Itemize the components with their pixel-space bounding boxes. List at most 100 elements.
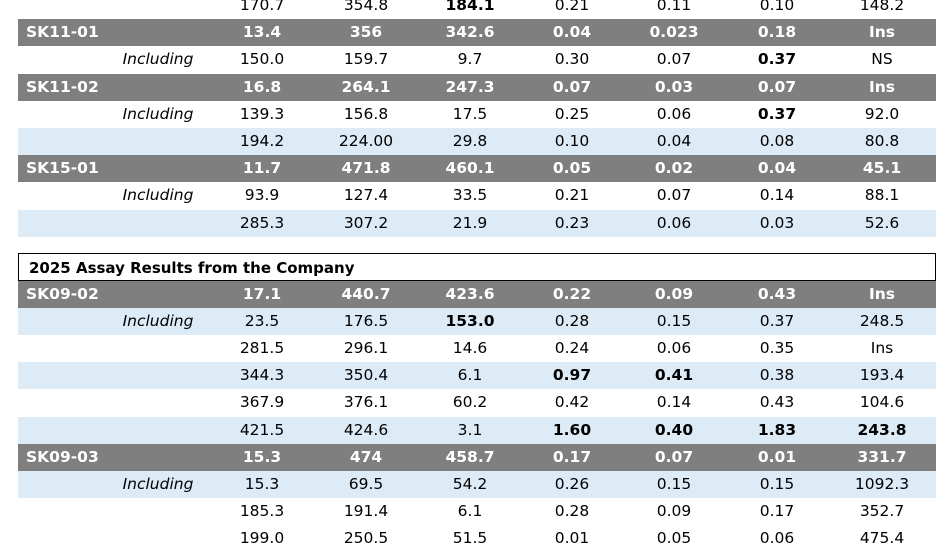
grade-a-cell: 0.97: [552, 366, 592, 385]
hole-header-row: SK09-03 15.3 474 458.7 0.17 0.07 0.01 331.7: [18, 443, 936, 471]
hole-id-cell: [18, 389, 106, 416]
interval-cell: 9.7: [457, 50, 483, 69]
qualifier-cell: [106, 0, 210, 19]
grade-c-cell: 0.15: [759, 475, 795, 493]
grade-b-cell: 0.07: [656, 186, 692, 205]
interval-row: Including 93.9 127.4 33.5 0.21 0.07 0.14 88.1: [18, 182, 936, 210]
from-cell: 16.8: [242, 77, 282, 96]
grade-c-cell: 0.14: [759, 186, 795, 205]
hole-id-cell: SK11-02: [26, 77, 99, 96]
grade-a-cell: 0.21: [554, 0, 590, 14]
from-cell: 344.3: [239, 366, 285, 385]
from-cell: 199.0: [239, 529, 285, 548]
grade-a-cell: 0.22: [552, 284, 592, 303]
grade-b-cell: 0.15: [656, 311, 692, 330]
hole-header-row: SK15-01 11.7 471.8 460.1 0.05 0.02 0.04 45.1: [18, 155, 936, 183]
grade-d-cell: NS: [871, 50, 893, 69]
grade-b-cell: 0.07: [654, 447, 694, 466]
interval-row: Including 15.3 69.5 54.2 0.26 0.15 0.15 1092.3: [18, 471, 936, 499]
from-cell: 13.4: [242, 23, 282, 42]
hole-id-cell: [18, 525, 106, 552]
from-cell: 15.3: [242, 447, 282, 466]
interval-cell: 342.6: [445, 23, 495, 42]
interval-cell: 33.5: [452, 186, 488, 205]
grade-d-cell: 248.5: [859, 311, 905, 330]
qualifier-cell: [106, 417, 210, 444]
grade-c-cell: 0.18: [757, 23, 797, 42]
grade-c-cell: 0.43: [757, 284, 797, 303]
interval-cell: 29.8: [452, 131, 488, 150]
hole-id-cell: [18, 101, 106, 128]
grade-a-cell: 0.25: [554, 104, 590, 123]
grade-d-cell: 45.1: [862, 159, 902, 178]
from-cell: 17.1: [242, 284, 282, 303]
grade-b-cell: 0.023: [649, 23, 699, 42]
qualifier-cell: [106, 281, 210, 308]
grade-a-cell: 0.04: [552, 23, 592, 42]
hole-id-cell: [18, 0, 106, 19]
hole-id-cell: [18, 182, 106, 209]
to-cell: 264.1: [341, 77, 391, 96]
hole-id-cell: [18, 46, 106, 73]
grade-d-cell: 331.7: [857, 447, 907, 466]
grade-d-cell: 104.6: [859, 393, 905, 412]
qualifier-cell: [106, 389, 210, 416]
grade-d-cell: Ins: [868, 284, 896, 303]
grade-c-cell: 0.06: [759, 529, 795, 548]
grade-b-cell: 0.40: [654, 420, 694, 439]
grade-a-cell: 0.01: [554, 529, 590, 548]
to-cell: 224.00: [338, 131, 394, 150]
grade-d-cell: 92.0: [864, 104, 900, 123]
section-title-row: 2025 Assay Results from the Company: [18, 252, 936, 281]
interval-row: Including 139.3 156.8 17.5 0.25 0.06 0.37 92.0: [18, 100, 936, 128]
grade-c-cell: 0.37: [757, 50, 797, 69]
interval-row: 421.5 424.6 3.1 1.60 0.40 1.83 243.8: [18, 416, 936, 444]
hole-id-cell: SK15-01: [26, 159, 99, 178]
grade-d-cell: Ins: [870, 339, 894, 358]
grade-d-cell: 1092.3: [854, 475, 910, 493]
from-cell: 367.9: [239, 393, 285, 412]
interval-cell: 153.0: [445, 311, 495, 330]
grade-a-cell: 1.60: [552, 420, 592, 439]
grade-d-cell: Ins: [868, 77, 896, 96]
to-cell: 156.8: [343, 104, 389, 123]
to-cell: 307.2: [343, 213, 389, 232]
to-cell: 69.5: [348, 475, 384, 493]
hole-id-cell: SK09-03: [26, 447, 99, 466]
grade-c-cell: 0.38: [759, 366, 795, 385]
grade-a-cell: 0.21: [554, 186, 590, 205]
to-cell: 376.1: [343, 393, 389, 412]
interval-cell: 458.7: [445, 447, 495, 466]
grade-a-cell: 0.30: [554, 50, 590, 69]
grade-b-cell: 0.04: [656, 131, 692, 150]
from-cell: 185.3: [239, 502, 285, 521]
qualifier-cell: Including: [122, 311, 194, 330]
qualifier-cell: [106, 210, 210, 237]
interval-cell: 6.1: [457, 502, 483, 521]
to-cell: 176.5: [343, 311, 389, 330]
hole-id-cell: [18, 471, 106, 498]
to-cell: 159.7: [343, 50, 389, 69]
qualifier-cell: Including: [122, 104, 194, 123]
hole-header-row: SK11-02 16.8 264.1 247.3 0.07 0.03 0.07 Ins: [18, 73, 936, 101]
to-cell: 471.8: [341, 159, 391, 178]
grade-a-cell: 0.10: [554, 131, 590, 150]
interval-cell: 14.6: [452, 339, 488, 358]
qualifier-cell: [106, 335, 210, 362]
grade-b-cell: 0.03: [654, 77, 694, 96]
interval-cell: 184.1: [445, 0, 495, 14]
interval-cell: 6.1: [457, 366, 483, 385]
hole-id-cell: [18, 210, 106, 237]
qualifier-cell: Including: [122, 475, 194, 493]
hole-header-row: SK09-02 17.1 440.7 423.6 0.22 0.09 0.43 Ins: [18, 280, 936, 308]
from-cell: 281.5: [239, 339, 285, 358]
interval-cell: 21.9: [452, 213, 488, 232]
from-cell: 11.7: [242, 159, 282, 178]
grade-c-cell: 1.83: [757, 420, 797, 439]
grade-a-cell: 0.42: [554, 393, 590, 412]
hole-id-cell: [18, 362, 106, 389]
interval-row: 367.9 376.1 60.2 0.42 0.14 0.43 104.6: [18, 389, 936, 417]
to-cell: 191.4: [343, 502, 389, 521]
grade-b-cell: 0.09: [656, 502, 692, 521]
interval-row: 285.3 307.2 21.9 0.23 0.06 0.03 52.6: [18, 209, 936, 237]
